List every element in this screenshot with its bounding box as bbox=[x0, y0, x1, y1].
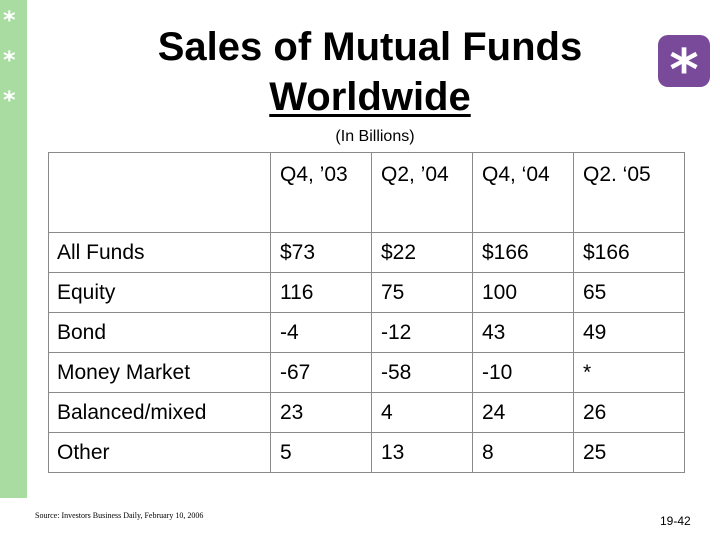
star-icon: * bbox=[3, 6, 16, 34]
slide-title-line1: Sales of Mutual Funds bbox=[157, 25, 583, 69]
table-corner-cell bbox=[48, 152, 271, 233]
table-cell: 65 bbox=[573, 272, 685, 313]
row-label: Balanced/mixed bbox=[48, 392, 271, 433]
table-cell: $22 bbox=[371, 232, 473, 273]
table-cell: $166 bbox=[573, 232, 685, 273]
page-number: 19-42 bbox=[660, 514, 691, 528]
table-cell: 116 bbox=[270, 272, 372, 313]
table-cell: $166 bbox=[472, 232, 574, 273]
column-header: Q4, ’03 bbox=[270, 152, 372, 233]
table-cell: -67 bbox=[270, 352, 372, 393]
column-header: Q2, ’04 bbox=[371, 152, 473, 233]
source-note: Source: Investors Business Daily, Februa… bbox=[35, 511, 204, 520]
table-row: Bond -4 -12 43 49 bbox=[48, 312, 685, 353]
table-cell: -4 bbox=[270, 312, 372, 353]
slide-title-line2: Worldwide bbox=[90, 72, 650, 122]
column-header: Q2. ‘05 bbox=[573, 152, 685, 233]
table-cell: $73 bbox=[270, 232, 372, 273]
table-cell: 23 bbox=[270, 392, 372, 433]
star-icon: * bbox=[3, 86, 16, 114]
table-row: Money Market -67 -58 -10 * bbox=[48, 352, 685, 393]
table-cell: 5 bbox=[270, 432, 372, 473]
row-label: Money Market bbox=[48, 352, 271, 393]
table-cell: -10 bbox=[472, 352, 574, 393]
row-label: Other bbox=[48, 432, 271, 473]
table-row: Equity 116 75 100 65 bbox=[48, 272, 685, 313]
table-cell: 25 bbox=[573, 432, 685, 473]
table-cell: 13 bbox=[371, 432, 473, 473]
table-cell: 43 bbox=[472, 312, 574, 353]
mutual-funds-table: Q4, ’03 Q2, ’04 Q4, ‘04 Q2. ‘05 All Fund… bbox=[48, 152, 685, 473]
table-row: Balanced/mixed 23 4 24 26 bbox=[48, 392, 685, 433]
table-header-row: Q4, ’03 Q2, ’04 Q4, ‘04 Q2. ‘05 bbox=[48, 152, 685, 233]
decorative-stars: * * * bbox=[3, 0, 25, 120]
table-cell: * bbox=[573, 352, 685, 393]
star-icon: * bbox=[3, 46, 16, 74]
table-cell: 49 bbox=[573, 312, 685, 353]
table-cell: 75 bbox=[371, 272, 473, 313]
table-cell: 4 bbox=[371, 392, 473, 433]
slide-title: Sales of Mutual Funds Worldwide bbox=[90, 22, 650, 122]
table-row: All Funds $73 $22 $166 $166 bbox=[48, 232, 685, 273]
table-cell: 100 bbox=[472, 272, 574, 313]
table-cell: 26 bbox=[573, 392, 685, 433]
table-cell: 24 bbox=[472, 392, 574, 433]
row-label: Equity bbox=[48, 272, 271, 313]
table-row: Other 5 13 8 25 bbox=[48, 432, 685, 473]
slide-subtitle: (In Billions) bbox=[335, 128, 415, 145]
table-cell: 8 bbox=[472, 432, 574, 473]
table-cell: -58 bbox=[371, 352, 473, 393]
star-badge-icon: * bbox=[658, 35, 710, 87]
row-label: Bond bbox=[48, 312, 271, 353]
column-header: Q4, ‘04 bbox=[472, 152, 574, 233]
left-accent-bar: * * * bbox=[0, 0, 27, 498]
slide-title-line2-text: Worldwide bbox=[269, 75, 471, 119]
table-cell: -12 bbox=[371, 312, 473, 353]
row-label: All Funds bbox=[48, 232, 271, 273]
